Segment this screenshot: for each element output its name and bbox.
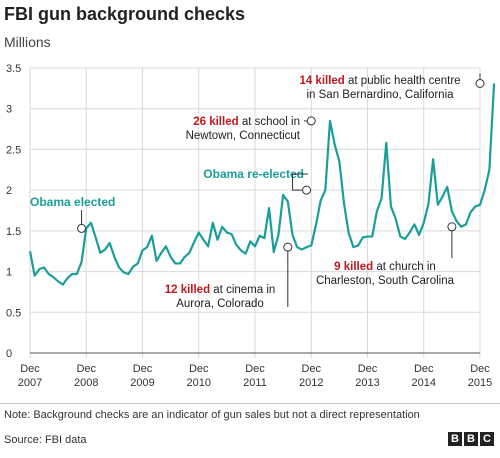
footnote: Note: Background checks are an indicator… (4, 409, 420, 421)
annotation-highlight: 12 killed (165, 284, 210, 296)
annotation-label-line2: Charleston, South Carolina (316, 275, 455, 287)
y-tick-label: 3.5 (6, 63, 21, 75)
annotation-text: at cinema in (210, 284, 275, 296)
x-tick-year: 2012 (299, 377, 323, 389)
annotation-marker (475, 78, 485, 88)
annotation-label-line2: Aurora, Colorado (176, 298, 264, 310)
logo-letter: B (448, 432, 462, 446)
source-credit: Source: FBI data (4, 434, 87, 446)
footer-divider (0, 403, 500, 404)
x-tick-month: Dec (76, 363, 96, 375)
y-tick-label: 1.5 (6, 226, 21, 238)
x-tick-year: 2007 (18, 377, 42, 389)
annotation-label: Obama elected (30, 195, 115, 209)
bbc-logo: B B C (448, 432, 494, 446)
annotation-text: at public health centre (345, 75, 461, 87)
annotation-label: 12 killed at cinema in (165, 284, 276, 296)
x-tick-year: 2015 (468, 377, 492, 389)
gridlines (29, 67, 481, 358)
x-tick-year: 2008 (74, 377, 98, 389)
x-tick-year: 2010 (187, 377, 211, 389)
x-tick-month: Dec (470, 363, 490, 375)
annotation-marker (306, 116, 316, 126)
y-tick-label: 2 (6, 185, 12, 197)
annotation-marker (283, 242, 293, 252)
logo-letter: C (480, 432, 494, 446)
x-tick-year: 2011 (243, 377, 267, 389)
annotations: Obama elected 26 killed at school in Newto… (30, 73, 485, 310)
annotation-label-line2: in San Bernardino, California (306, 89, 454, 101)
y-tick-label: 2.5 (6, 144, 21, 156)
x-tick-month: Dec (301, 363, 321, 375)
y-tick-label: 3 (6, 104, 12, 116)
x-tick-month: Dec (133, 363, 153, 375)
annotation-leader (292, 173, 308, 191)
logo-letter: B (464, 432, 478, 446)
series-line (28, 83, 496, 286)
x-tick-month: Dec (20, 363, 40, 375)
annotation-label: 26 killed at school in (193, 116, 300, 128)
x-tick-month: Dec (245, 363, 265, 375)
annotation-highlight: 14 killed (299, 75, 344, 87)
annotation-label-line2: Newtown, Connecticut (186, 130, 301, 142)
annotation-marker (77, 223, 87, 233)
annotation-label: Obama re-elected (203, 167, 304, 181)
annotation-highlight: 9 killed (334, 261, 373, 273)
annotation-text: at church in (373, 261, 436, 273)
x-tick-year: 2013 (355, 377, 379, 389)
y-tick-label: 1 (6, 267, 12, 279)
x-tick-month: Dec (414, 363, 434, 375)
annotation-highlight: 26 killed (193, 116, 238, 128)
y-tick-label: 0 (6, 348, 12, 360)
annotation-label: 14 killed at public health centre (299, 75, 460, 87)
y-tick-label: 0.5 (6, 307, 21, 319)
annotation-text: at school in (239, 116, 300, 128)
x-tick-month: Dec (189, 363, 209, 375)
y-axis-units: Millions (4, 34, 51, 50)
x-tick-month: Dec (358, 363, 378, 375)
x-tick-year: 2009 (130, 377, 154, 389)
x-tick-year: 2014 (412, 377, 436, 389)
chart-title: FBI gun background checks (4, 4, 246, 24)
series-layer (28, 83, 496, 286)
annotation-label: 9 killed at church in (334, 261, 436, 273)
axes: 0 0.5 1 1.5 2 2.5 3 3.5 Dec 2007 Dec 2008 Dec 2009 Dec… (6, 63, 492, 389)
line-chart: 0 0.5 1 1.5 2 2.5 3 3.5 Dec 2007 Dec 2008 Dec 2009 Dec… (6, 63, 496, 389)
annotation-marker (302, 185, 312, 195)
annotation-marker (447, 222, 457, 232)
